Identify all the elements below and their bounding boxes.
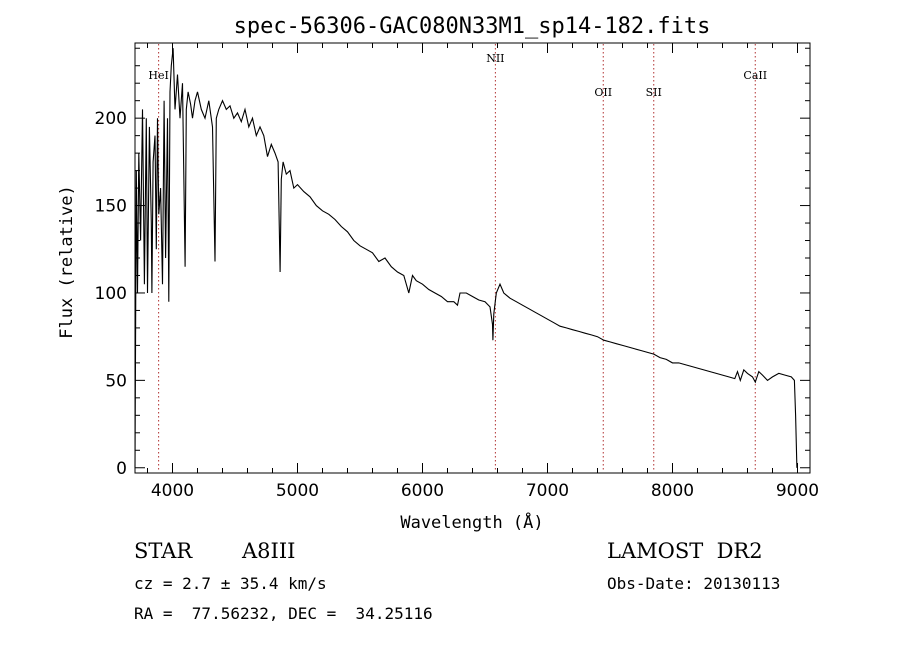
y-tick-label: 150 xyxy=(95,197,127,217)
x-tick-label: 9000 xyxy=(776,481,819,501)
x-tick-label: 4000 xyxy=(151,481,194,501)
observation-date: Obs-Date: 20130113 xyxy=(607,574,781,593)
plot-frame xyxy=(134,42,811,474)
survey-name: LAMOST DR2 xyxy=(607,539,763,563)
x-tick-label: 8000 xyxy=(651,481,694,501)
x-tick-label: 5000 xyxy=(276,481,319,501)
emission-line-label: CaII xyxy=(743,69,767,82)
y-axis-label: Flux (relative) xyxy=(57,185,77,339)
emission-line-label: SII xyxy=(646,86,662,99)
emission-line-label: NII xyxy=(486,52,504,65)
y-tick-label: 100 xyxy=(95,284,127,304)
redshift-text: cz = 2.7 ± 35.4 km/s xyxy=(134,574,327,593)
spectrum-series-line xyxy=(134,48,798,468)
emission-line-labels: HeI NII OII SII CaII xyxy=(148,52,767,99)
x-axis-label: Wavelength (Å) xyxy=(400,511,543,533)
x-tick-label: 6000 xyxy=(401,481,444,501)
y-tick-label: 0 xyxy=(116,459,127,479)
object-type: STAR xyxy=(134,539,193,563)
chart-title: spec-56306-GAC080N33M1_sp14-182.fits xyxy=(234,14,711,39)
x-tick-label: 7000 xyxy=(526,481,569,501)
y-tick-label: 200 xyxy=(95,109,127,129)
y-tick-label: 50 xyxy=(105,371,127,391)
emission-line-label: OII xyxy=(594,86,612,99)
y-axis-ticks: 0 50 100 150 200 xyxy=(95,47,810,479)
coordinates-text: RA = 77.56232, DEC = 34.25116 xyxy=(134,604,433,623)
x-axis-ticks: 4000 5000 6000 7000 8000 9000 xyxy=(147,43,819,501)
spectral-class: A8III xyxy=(242,539,296,563)
emission-line-markers xyxy=(158,44,756,472)
emission-line-label: HeI xyxy=(148,69,168,82)
